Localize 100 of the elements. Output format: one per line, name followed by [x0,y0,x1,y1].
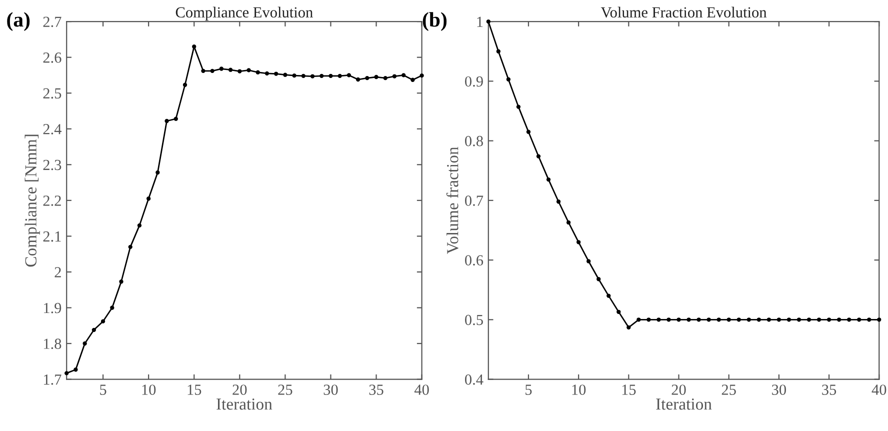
point [201,68,206,73]
point [857,318,862,322]
point [383,76,388,80]
point [92,328,96,332]
y-tick-label: 1 [477,16,483,27]
point [606,294,611,298]
x-tick-label: 30 [324,384,338,395]
point [310,74,315,78]
point [786,318,792,322]
point [556,200,561,204]
point [546,177,551,182]
point [292,73,296,78]
point [192,44,196,49]
point [826,318,832,322]
y-tick-label: 0.9 [465,76,483,87]
x-tick-label: 5 [526,384,532,395]
point [867,318,872,322]
x-tick-label: 40 [414,384,429,395]
y-tick-label: 1.7 [44,374,62,385]
point [82,341,87,346]
x-tick-label: 40 [872,384,886,395]
x-tick-label: 35 [369,384,384,395]
point [146,196,151,201]
point [119,280,124,284]
point [686,318,691,322]
point [182,82,188,87]
y-tick-label: 2.5 [43,88,62,99]
x-axis-title: Iteration [656,398,712,410]
y-tick-label: 1.9 [44,302,62,314]
point [646,318,651,322]
point [283,72,288,77]
point [566,220,571,225]
point [836,318,842,322]
y-tick-label: 0.5 [465,314,483,326]
y-tick-label: 2 [54,267,61,278]
point [756,318,761,322]
point [219,66,224,71]
x-tick-label: 25 [278,384,292,395]
x-tick-label: 30 [772,384,786,395]
point [516,104,521,109]
y-tick-label: 0.7 [465,196,484,206]
point [301,74,306,78]
point [402,73,406,78]
point [877,318,882,322]
point [706,318,711,322]
point [506,77,511,82]
chart-title: Compliance Evolution [176,6,313,21]
point [816,318,822,322]
y-tick-label: 0.4 [465,374,484,385]
point [636,318,641,322]
y-tick-label: 2.7 [43,16,62,28]
point [374,74,378,80]
point [666,318,671,322]
point [596,277,601,282]
point [328,74,333,78]
chart-title: Volume Fraction Evolution [600,6,767,18]
point [796,318,802,322]
point [346,73,352,78]
point [356,77,360,82]
point [626,325,631,330]
point [676,318,681,322]
x-tick-label: 35 [822,384,836,395]
y-tick-label: 2.6 [43,52,62,63]
point [338,74,342,78]
text: (a) [7,12,30,31]
x-tick-label: 5 [100,384,106,395]
y-tick-label: 2.3 [43,160,62,170]
point [110,306,114,310]
point [256,70,260,74]
point [74,368,78,372]
point [576,240,581,244]
point [392,74,397,78]
point [806,318,812,322]
x-tick-label: 20 [232,384,247,395]
y-axis-title: Volume fraction [446,146,458,254]
point [746,318,751,322]
point [320,74,324,78]
x-tick-label: 10 [142,384,156,395]
x-tick-label: 10 [572,384,586,395]
point [264,71,270,76]
point [736,318,741,322]
point [616,310,621,314]
point [164,118,169,124]
point [365,76,370,80]
text: (b) [422,12,447,31]
point [536,154,541,158]
point [696,318,701,322]
y-tick-label: 0.6 [465,255,484,266]
point [766,318,771,322]
point [846,318,852,322]
point [410,78,415,82]
point [586,259,591,264]
point [656,318,661,322]
y-axis-title: Compliance [Nmm] [24,134,40,267]
point [228,68,233,72]
x-tick-label: 15 [188,384,202,395]
x-tick-label: 25 [722,384,736,395]
point [238,69,242,74]
point [274,72,278,76]
point [100,319,106,324]
